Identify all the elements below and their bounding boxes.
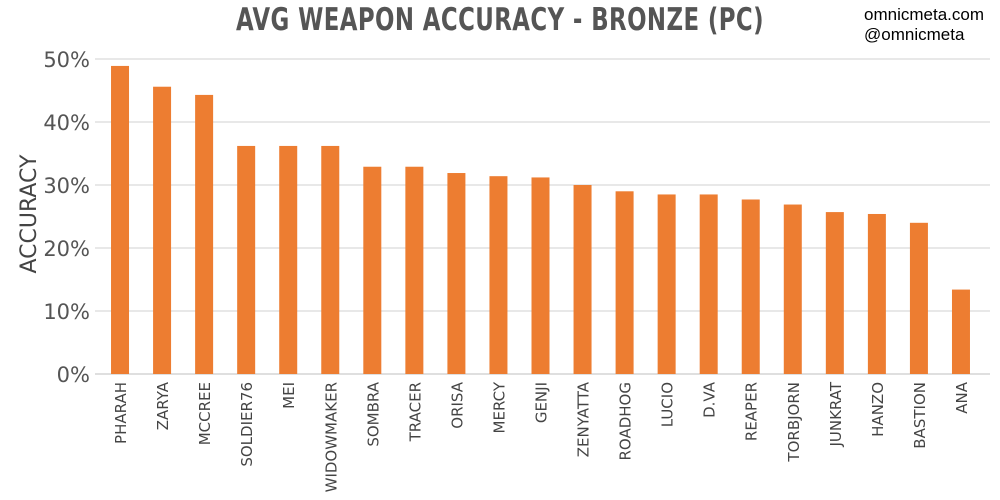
- bar-dva: [699, 194, 718, 374]
- bar-soldier76: [237, 145, 256, 374]
- bar-sombra: [363, 166, 382, 374]
- bar-genji: [531, 177, 550, 374]
- x-tick-label: MCCREE: [196, 382, 214, 445]
- bar-ana: [951, 289, 970, 374]
- y-tick-label: 40%: [43, 111, 90, 135]
- x-tick-label: ROADHOG: [617, 382, 635, 461]
- y-tick-label: 30%: [43, 174, 90, 198]
- x-tick-label: MERCY: [490, 381, 508, 433]
- bar-roadhog: [615, 191, 634, 374]
- bar-tracer: [405, 166, 424, 374]
- bar-lucio: [657, 194, 676, 374]
- bar-reaper: [741, 199, 760, 374]
- x-tick-label: REAPER: [743, 382, 761, 441]
- bar-hanzo: [867, 213, 886, 374]
- x-tick-label: MEI: [280, 382, 298, 409]
- chart-title: AVG WEAPON ACCURACY - BRONZE (PC): [236, 2, 764, 38]
- bars: [111, 65, 970, 375]
- x-tick-label: ZARYA: [154, 381, 172, 430]
- bar-zarya: [153, 86, 172, 374]
- bar-mccree: [195, 94, 214, 374]
- x-tick-label: D.VA: [701, 381, 719, 418]
- x-tick-label: TORBJORN: [785, 382, 803, 463]
- x-tick-label: PHARAH: [112, 382, 130, 444]
- y-tick-label: 50%: [43, 48, 90, 72]
- bar-zenyatta: [573, 185, 592, 374]
- x-tick-label: BASTION: [911, 382, 929, 449]
- bar-orisa: [447, 173, 466, 374]
- x-tick-label: LUCIO: [659, 382, 677, 427]
- bar-bastion: [909, 222, 928, 374]
- bar-junkrat: [825, 212, 844, 374]
- x-tick-label: TRACER: [406, 382, 424, 442]
- x-tick-label: JUNKRAT: [827, 381, 845, 447]
- bar-mei: [279, 145, 298, 374]
- watermark-handle: @omnicmeta: [864, 25, 965, 44]
- y-axis-title: ACCURACY: [17, 154, 42, 274]
- x-tick-label: SOMBRA: [364, 381, 382, 446]
- y-axis-ticks: 0% 10% 20% 30% 40% 50%: [43, 48, 90, 387]
- x-tick-label: ORISA: [448, 381, 466, 428]
- watermark: omnicmeta.com @omnicmeta: [864, 5, 984, 45]
- x-tick-label: GENJI: [533, 382, 551, 423]
- bar-pharah: [111, 65, 130, 375]
- y-tick-label: 10%: [43, 300, 90, 324]
- watermark-site: omnicmeta.com: [864, 5, 984, 24]
- bar-torbjorn: [783, 204, 802, 374]
- x-tick-label: SOLDIER76: [238, 382, 256, 467]
- x-tick-label: ANA: [953, 381, 971, 413]
- bar-mercy: [489, 176, 508, 374]
- x-tick-label: WIDOWMAKER: [322, 382, 340, 492]
- bar-widowmaker: [321, 145, 340, 374]
- x-tick-label: HANZO: [869, 382, 887, 437]
- x-axis-labels: PHARAH ZARYA MCCREE SOLDIER76 MEI WIDOWMAKER S…: [112, 381, 971, 492]
- y-tick-label: 0%: [57, 363, 90, 387]
- x-tick-label: ZENYATTA: [575, 381, 593, 457]
- y-tick-label: 20%: [43, 237, 90, 261]
